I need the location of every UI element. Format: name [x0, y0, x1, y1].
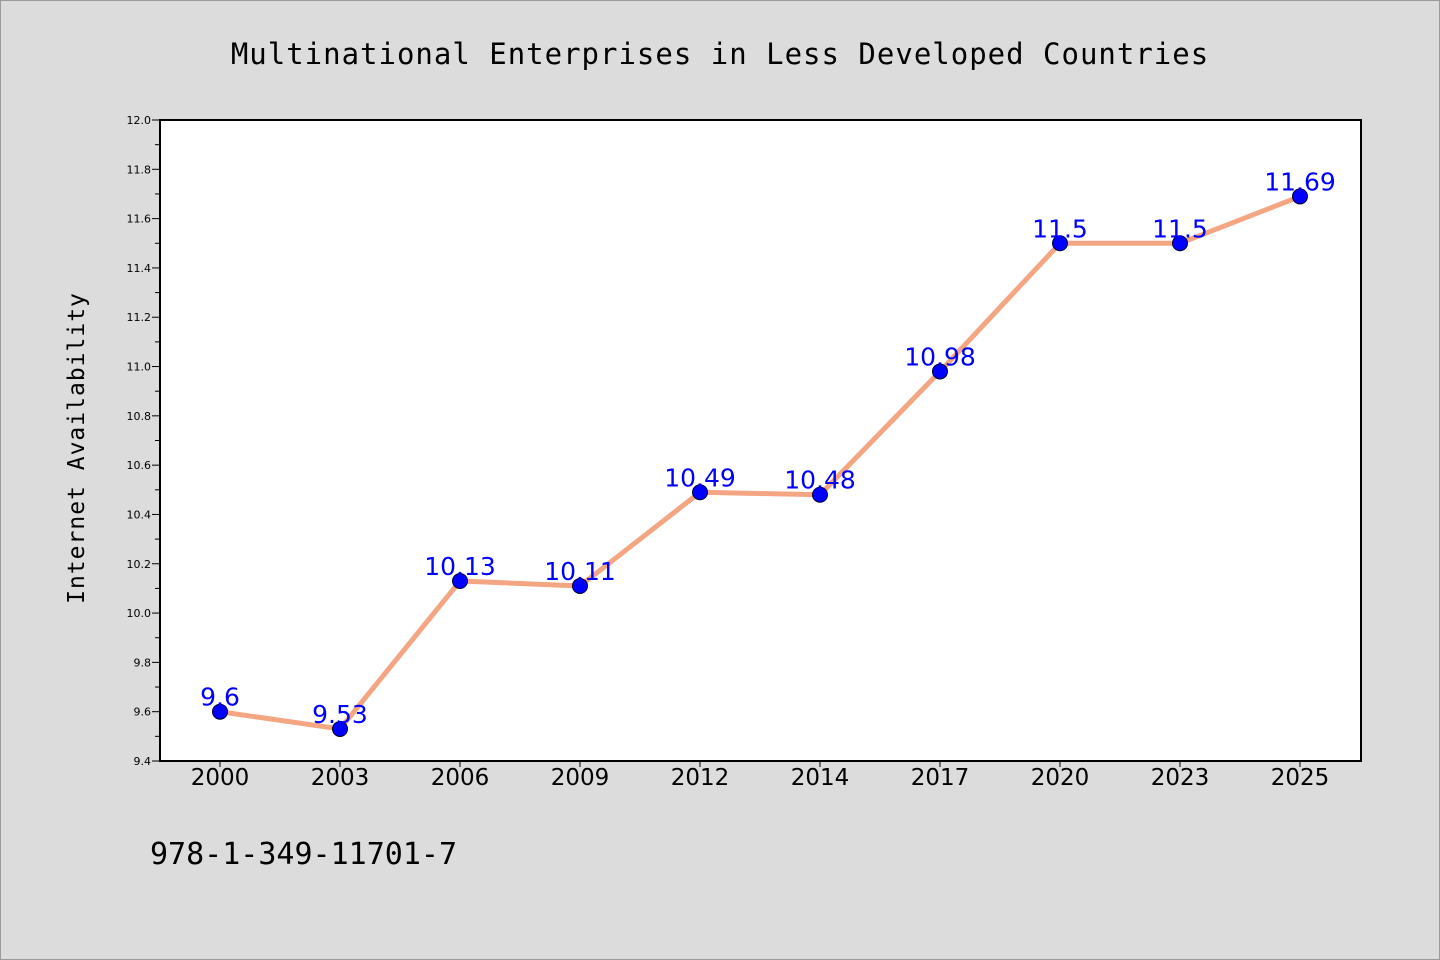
x-axis: 2000 2003 2006 2009 2012 2014 2017 2020 2023 2025 — [191, 761, 1330, 791]
data-point — [1052, 235, 1068, 252]
y-tick-label: 10.4 — [127, 508, 152, 521]
y-tick-label: 10.8 — [127, 410, 152, 423]
y-tick-label: 12.0 — [127, 114, 152, 127]
data-label: 9.6 — [200, 683, 240, 712]
series-line — [217, 193, 1303, 732]
x-tick-label: 2009 — [551, 765, 610, 791]
data-label: 10.98 — [904, 342, 976, 371]
y-tick-label: 10.0 — [127, 607, 152, 620]
y-tick-label: 11.4 — [127, 262, 152, 275]
data-point — [1292, 188, 1308, 205]
y-tick-label: 9.8 — [134, 656, 152, 669]
data-point — [572, 577, 588, 594]
x-tick-label: 2017 — [911, 765, 970, 791]
data-label: 10.48 — [784, 466, 856, 495]
y-axis: 9.4 9.6 9.8 10.0 10.2 10.4 10.6 10.8 11.0 11.2 11.… — [127, 114, 160, 768]
data-point — [932, 363, 948, 380]
x-tick-label: 2003 — [311, 765, 370, 791]
data-label: 11.5 — [1152, 214, 1208, 243]
y-tick-label: 9.6 — [134, 706, 152, 719]
data-point — [692, 484, 708, 501]
chart-title: Multinational Enterprises in Less Develo… — [231, 37, 1209, 71]
plot-area — [159, 119, 1362, 762]
y-tick-label: 11.0 — [127, 361, 152, 374]
x-tick-label: 2020 — [1031, 765, 1090, 791]
data-label: 10.13 — [424, 552, 496, 581]
data-label: 10.49 — [664, 463, 736, 492]
x-tick-label: 2000 — [191, 765, 250, 791]
data-label: 10.11 — [544, 557, 616, 586]
data-point — [452, 573, 468, 590]
y-tick-label: 11.8 — [127, 163, 152, 176]
y-tick-label: 9.4 — [134, 755, 152, 768]
x-tick-label: 2025 — [1271, 765, 1330, 791]
data-label: 9.53 — [312, 700, 368, 729]
data-label: 11.69 — [1264, 167, 1336, 196]
y-axis-label: Internet Availability — [64, 292, 90, 604]
y-tick-label: 10.2 — [127, 558, 152, 571]
x-tick-label: 2006 — [431, 765, 490, 791]
x-tick-label: 2014 — [791, 765, 850, 791]
data-point — [1172, 235, 1188, 252]
data-label: 11.5 — [1032, 214, 1088, 243]
y-tick-label: 11.6 — [127, 213, 152, 226]
data-point — [212, 703, 228, 720]
series-markers — [212, 188, 1308, 737]
data-labels: 9.6 9.53 10.13 10.11 10.49 10.48 10.98 11.5 11.5… — [200, 167, 1336, 729]
x-tick-label: 2023 — [1151, 765, 1210, 791]
y-tick-label: 11.2 — [127, 311, 152, 324]
y-tick-label: 10.6 — [127, 459, 152, 472]
data-point — [332, 720, 348, 737]
isbn-text: 978-1-349-11701-7 — [150, 837, 457, 872]
data-point — [812, 486, 828, 503]
x-tick-label: 2012 — [671, 765, 730, 791]
